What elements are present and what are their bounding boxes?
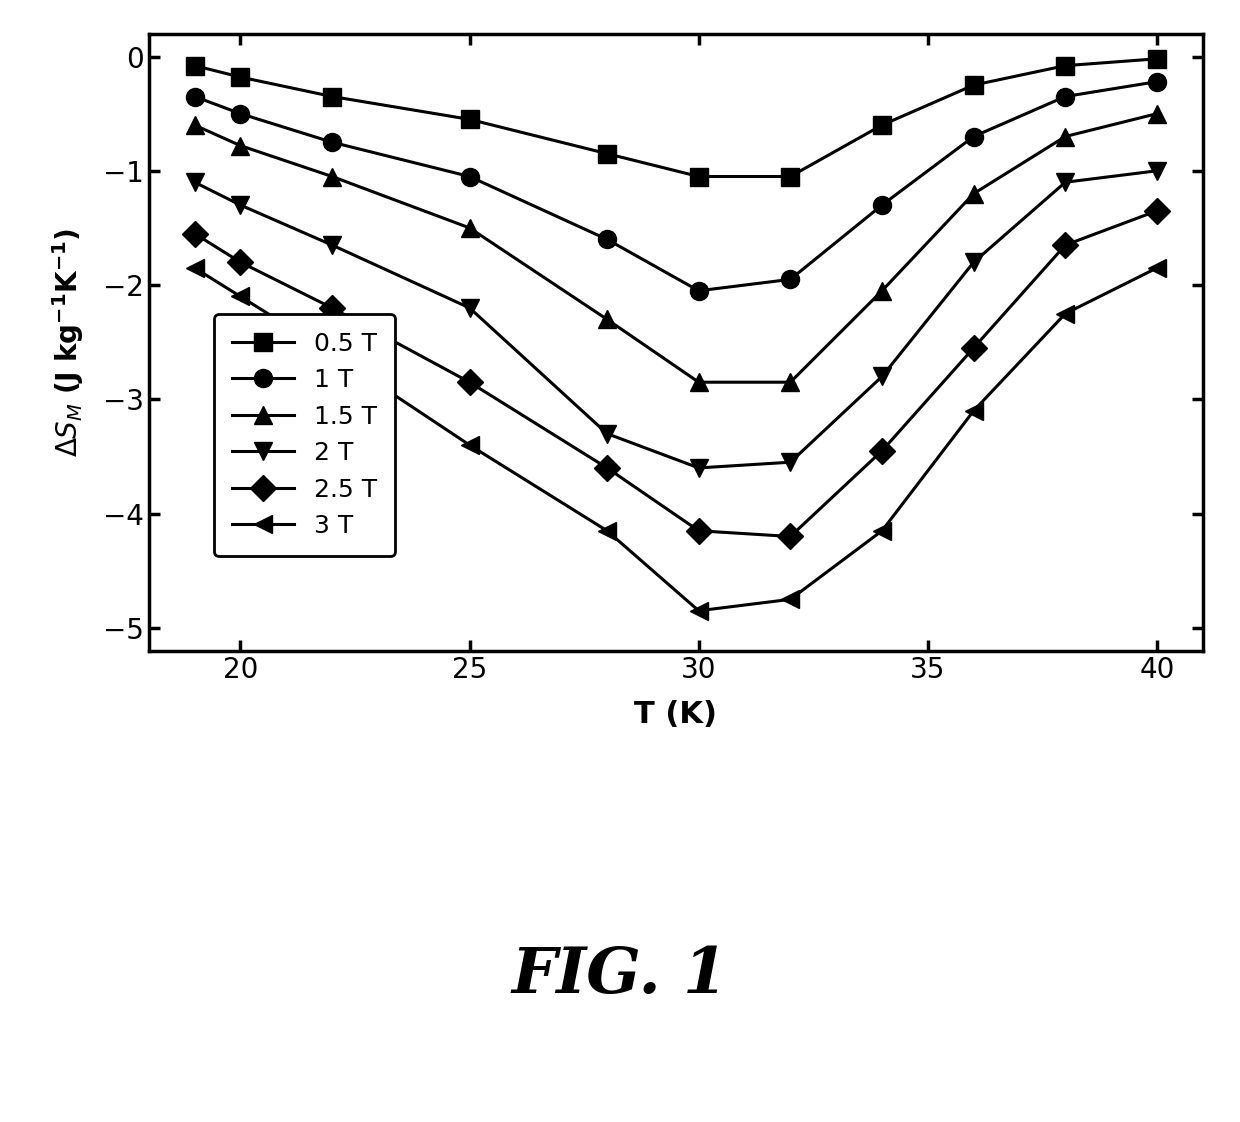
2.5 T	[463, 376, 477, 389]
Y-axis label: $\Delta S_M\ \mathregular{(J\ kg^{-1}K^{-1})}$: $\Delta S_M\ \mathregular{(J\ kg^{-1}K^{…	[51, 228, 87, 457]
2.5 T	[691, 524, 706, 537]
Line: 2 T: 2 T	[186, 162, 1166, 477]
2 T	[463, 301, 477, 314]
1 T	[600, 232, 615, 246]
1 T	[782, 273, 797, 286]
1.5 T	[600, 313, 615, 327]
2 T	[691, 461, 706, 475]
Legend: 0.5 T, 1 T, 1.5 T, 2 T, 2.5 T, 3 T: 0.5 T, 1 T, 1.5 T, 2 T, 2.5 T, 3 T	[215, 314, 394, 555]
1.5 T	[782, 376, 797, 389]
3 T	[325, 347, 340, 360]
1 T	[463, 169, 477, 183]
2 T	[600, 426, 615, 440]
1 T	[1149, 75, 1164, 89]
3 T	[782, 592, 797, 606]
0.5 T	[233, 71, 248, 84]
2 T	[233, 199, 248, 212]
1 T	[325, 136, 340, 149]
1 T	[691, 284, 706, 297]
Line: 2.5 T: 2.5 T	[186, 202, 1166, 545]
3 T	[600, 524, 615, 537]
0.5 T	[691, 169, 706, 183]
1.5 T	[874, 284, 889, 297]
2.5 T	[782, 530, 797, 543]
1.5 T	[325, 169, 340, 183]
2 T	[1058, 175, 1073, 188]
2.5 T	[600, 461, 615, 475]
1.5 T	[187, 118, 202, 131]
0.5 T	[1058, 59, 1073, 73]
2.5 T	[233, 256, 248, 269]
1 T	[187, 90, 202, 103]
2 T	[1149, 164, 1164, 177]
1.5 T	[691, 376, 706, 389]
1 T	[1058, 90, 1073, 103]
3 T	[966, 404, 981, 417]
2.5 T	[1058, 238, 1073, 251]
3 T	[874, 524, 889, 537]
1 T	[233, 107, 248, 120]
Text: FIG. 1: FIG. 1	[512, 946, 728, 1006]
Line: 3 T: 3 T	[186, 259, 1166, 619]
2.5 T	[1149, 204, 1164, 218]
Line: 1.5 T: 1.5 T	[186, 104, 1166, 392]
0.5 T	[325, 90, 340, 103]
Line: 0.5 T: 0.5 T	[186, 49, 1166, 185]
3 T	[463, 439, 477, 452]
0.5 T	[600, 147, 615, 160]
2 T	[187, 175, 202, 188]
2.5 T	[187, 227, 202, 240]
3 T	[233, 289, 248, 303]
1.5 T	[233, 139, 248, 153]
2.5 T	[966, 341, 981, 355]
0.5 T	[782, 169, 797, 183]
3 T	[691, 604, 706, 617]
2 T	[782, 456, 797, 469]
1 T	[966, 130, 981, 144]
2 T	[325, 238, 340, 251]
2.5 T	[325, 301, 340, 314]
0.5 T	[1149, 52, 1164, 65]
0.5 T	[187, 59, 202, 73]
X-axis label: T (K): T (K)	[635, 700, 717, 729]
0.5 T	[874, 118, 889, 131]
1.5 T	[1058, 130, 1073, 144]
2 T	[966, 256, 981, 269]
1.5 T	[463, 221, 477, 234]
3 T	[1058, 307, 1073, 321]
3 T	[1149, 261, 1164, 275]
0.5 T	[463, 112, 477, 126]
2 T	[874, 370, 889, 384]
3 T	[187, 261, 202, 275]
0.5 T	[966, 79, 981, 92]
1 T	[874, 199, 889, 212]
2.5 T	[874, 444, 889, 458]
1.5 T	[1149, 107, 1164, 120]
1.5 T	[966, 187, 981, 201]
Line: 1 T: 1 T	[186, 73, 1166, 300]
